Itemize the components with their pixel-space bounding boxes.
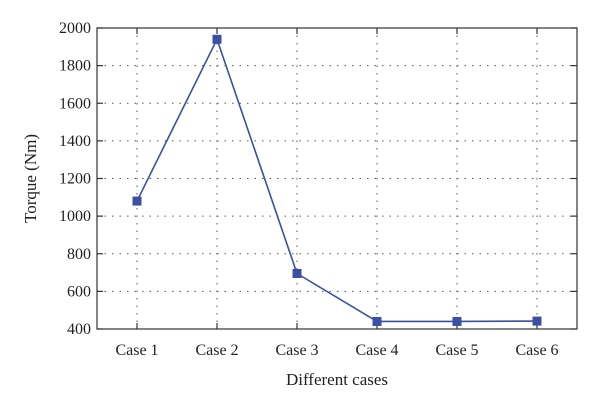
x-tick-label: Case 4: [355, 342, 398, 359]
x-tick-label: Case 1: [115, 342, 158, 359]
series-line: [136, 37, 538, 323]
grid: [97, 28, 577, 329]
series-layer: [132, 34, 542, 326]
y-tick-label: 400: [67, 321, 91, 338]
y-tick-label: 600: [67, 283, 91, 300]
tick-labels: 400 600 800 1000 1200 1400 1600 1800 2000 Case 1 C…: [59, 20, 559, 359]
y-tick-label: 800: [67, 246, 91, 263]
x-axis-title: Different cases: [286, 370, 388, 389]
x-tick-label: Case 3: [275, 342, 318, 359]
data-point-marker: [372, 316, 382, 326]
y-tick-label: 2000: [59, 20, 91, 37]
data-point-marker: [532, 316, 542, 326]
x-tick-label: Case 5: [435, 342, 478, 359]
y-tick-label: 1400: [59, 133, 91, 150]
data-point-marker: [452, 316, 462, 326]
y-axis-title: Torque (Nm): [21, 134, 40, 223]
y-tick-label: 1000: [59, 208, 91, 225]
data-point-marker: [292, 269, 302, 279]
x-tick-label: Case 2: [195, 342, 238, 359]
x-tick-label: Case 6: [515, 342, 558, 359]
y-tick-label: 1800: [59, 58, 91, 75]
y-tick-label: 1600: [59, 95, 91, 112]
data-point-marker: [212, 34, 222, 44]
y-tick-label: 1200: [59, 171, 91, 188]
data-point-marker: [132, 196, 142, 206]
